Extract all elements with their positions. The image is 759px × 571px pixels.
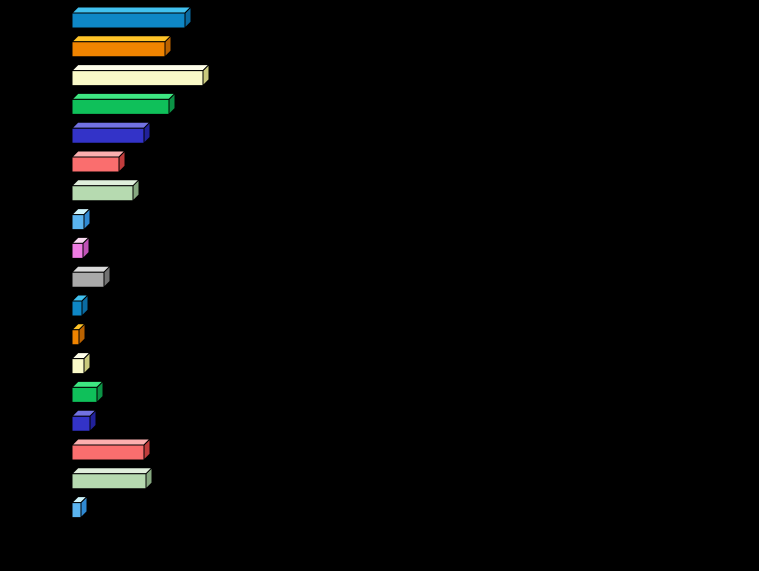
bar-light-sky-blue <box>70 495 89 519</box>
bar-front-face <box>71 41 166 58</box>
bar-front-face <box>71 473 147 490</box>
bar-front-face <box>71 98 170 115</box>
bar-violet <box>70 236 91 260</box>
bar-front-face <box>71 358 85 375</box>
bar-front-face <box>71 271 105 288</box>
bar-front-face <box>71 329 80 346</box>
bar-front-face <box>71 214 85 231</box>
bar-front-face <box>71 415 91 432</box>
bar-front-face <box>71 156 120 173</box>
bar-front-face <box>71 12 186 29</box>
bar-royal-blue <box>70 408 98 433</box>
bar-orange <box>70 34 173 59</box>
bar-pale-yellow <box>70 63 211 87</box>
bar-green <box>70 92 177 116</box>
bar-cyan-blue <box>70 5 193 30</box>
bar-front-face <box>71 444 145 461</box>
bar-pale-green <box>70 178 141 203</box>
bar-pale-yellow <box>70 351 92 375</box>
bar-top-face <box>70 92 177 100</box>
bar-top-face <box>70 6 193 14</box>
bar-front-face <box>71 127 145 144</box>
bar-front-face <box>71 300 83 317</box>
bar-cyan-blue <box>70 293 90 318</box>
bar-top-face <box>70 179 141 187</box>
bar-top-face <box>70 35 173 43</box>
bar-top-face <box>70 467 154 475</box>
bar-top-face <box>70 121 152 129</box>
bar-gray <box>70 264 112 289</box>
bar-front-face <box>71 386 98 403</box>
bar-front-face <box>71 502 82 519</box>
bar-salmon <box>70 437 152 462</box>
bar-orange <box>70 322 87 347</box>
bar-royal-blue <box>70 120 152 145</box>
bar-front-face <box>71 185 134 202</box>
bar-pale-green <box>70 466 154 491</box>
bar-top-face <box>70 64 211 72</box>
bar-salmon <box>70 149 127 174</box>
bar-light-sky-blue <box>70 207 92 231</box>
bar-front-face <box>71 242 84 259</box>
bar-top-face <box>70 438 152 446</box>
bar-top-face <box>70 150 127 158</box>
bar-front-face <box>71 70 204 87</box>
bar-green <box>70 380 105 404</box>
